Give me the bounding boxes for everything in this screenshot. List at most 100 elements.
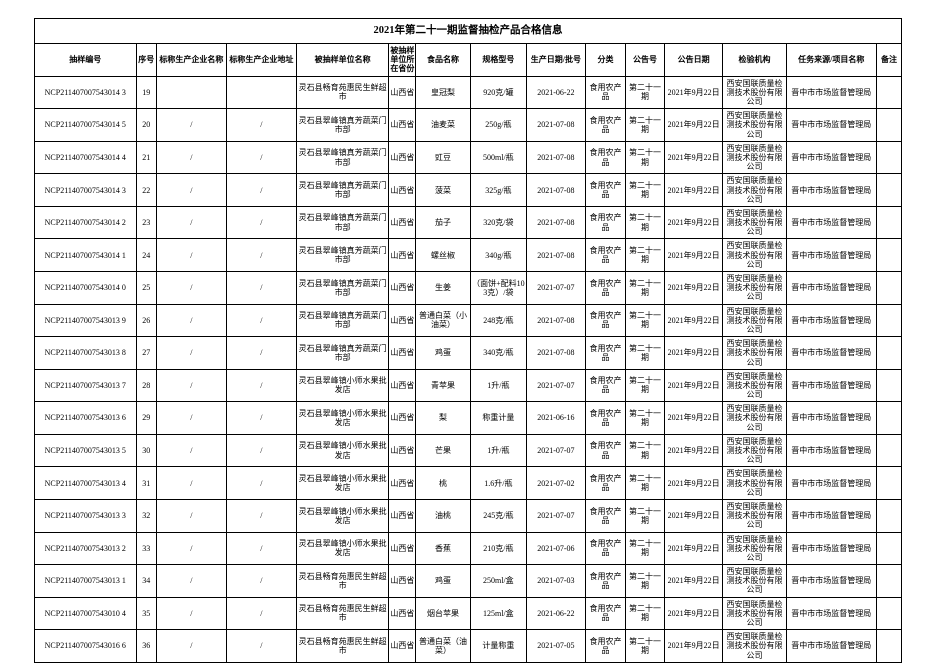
cell-date: 2021-07-02 bbox=[527, 467, 586, 500]
cell-date: 2021-07-06 bbox=[527, 532, 586, 565]
cell-unit: 灵石县翠峰镇小师水果批发店 bbox=[296, 532, 389, 565]
cell-prod: / bbox=[156, 369, 226, 402]
cell-food: 菠菜 bbox=[416, 174, 470, 207]
cell-seq: 25 bbox=[136, 272, 156, 305]
cell-addr: / bbox=[226, 239, 296, 272]
cell-lab: 西安国联质量检测技术股份有限公司 bbox=[723, 141, 786, 174]
cell-date: 2021-07-07 bbox=[527, 369, 586, 402]
cell-spec: （面饼+配料103克）/袋 bbox=[470, 272, 526, 305]
cell-bdate: 2021年9月22日 bbox=[664, 434, 723, 467]
cell-note bbox=[876, 239, 901, 272]
cell-prod: / bbox=[156, 402, 226, 435]
cell-id: NCP211407007543014 2 bbox=[35, 206, 137, 239]
cell-task: 晋中市市场监督管理局 bbox=[786, 499, 876, 532]
cell-lab: 西安国联质量检测技术股份有限公司 bbox=[723, 499, 786, 532]
cell-unit: 灵石县翠峰镇真芳蔬菜门市部 bbox=[296, 206, 389, 239]
cell-id: NCP211407007543014 5 bbox=[35, 109, 137, 142]
cell-cat: 食用农产品 bbox=[585, 304, 626, 337]
cell-bull: 第二十一期 bbox=[626, 109, 664, 142]
col-category: 分类 bbox=[585, 44, 626, 77]
cell-task: 晋中市市场监督管理局 bbox=[786, 402, 876, 435]
cell-task: 晋中市市场监督管理局 bbox=[786, 369, 876, 402]
cell-bdate: 2021年9月22日 bbox=[664, 402, 723, 435]
cell-prod: / bbox=[156, 174, 226, 207]
col-unit: 被抽样单位名称 bbox=[296, 44, 389, 77]
cell-date: 2021-07-08 bbox=[527, 206, 586, 239]
cell-unit: 灵石县畅育苑惠民生鲜超市 bbox=[296, 597, 389, 630]
cell-prov: 山西省 bbox=[389, 239, 416, 272]
cell-prov: 山西省 bbox=[389, 141, 416, 174]
cell-lab: 西安国联质量检测技术股份有限公司 bbox=[723, 402, 786, 435]
cell-lab: 西安国联质量检测技术股份有限公司 bbox=[723, 565, 786, 598]
cell-task: 晋中市市场监督管理局 bbox=[786, 239, 876, 272]
cell-task: 晋中市市场监督管理局 bbox=[786, 597, 876, 630]
cell-bdate: 2021年9月22日 bbox=[664, 239, 723, 272]
cell-task: 晋中市市场监督管理局 bbox=[786, 304, 876, 337]
cell-cat: 食用农产品 bbox=[585, 76, 626, 109]
cell-id: NCP211407007543014 1 bbox=[35, 239, 137, 272]
cell-task: 晋中市市场监督管理局 bbox=[786, 174, 876, 207]
cell-addr: / bbox=[226, 532, 296, 565]
cell-note bbox=[876, 109, 901, 142]
cell-bdate: 2021年9月22日 bbox=[664, 369, 723, 402]
cell-cat: 食用农产品 bbox=[585, 434, 626, 467]
cell-bull: 第二十一期 bbox=[626, 565, 664, 598]
cell-addr bbox=[226, 76, 296, 109]
table-title: 2021年第二十一期监督抽检产品合格信息 bbox=[35, 19, 902, 44]
cell-bull: 第二十一期 bbox=[626, 630, 664, 663]
cell-cat: 食用农产品 bbox=[585, 565, 626, 598]
table-row: NCP211407007543013 431//灵石县翠峰镇小师水果批发店山西省… bbox=[35, 467, 902, 500]
cell-prov: 山西省 bbox=[389, 206, 416, 239]
cell-note bbox=[876, 565, 901, 598]
cell-bull: 第二十一期 bbox=[626, 239, 664, 272]
cell-note bbox=[876, 369, 901, 402]
cell-bull: 第二十一期 bbox=[626, 206, 664, 239]
cell-task: 晋中市市场监督管理局 bbox=[786, 565, 876, 598]
cell-seq: 31 bbox=[136, 467, 156, 500]
table-row: NCP211407007543010 435//灵石县畅育苑惠民生鲜超市山西省烟… bbox=[35, 597, 902, 630]
cell-bdate: 2021年9月22日 bbox=[664, 206, 723, 239]
cell-cat: 食用农产品 bbox=[585, 272, 626, 305]
cell-addr: / bbox=[226, 206, 296, 239]
cell-food: 皇冠梨 bbox=[416, 76, 470, 109]
table-row: NCP211407007543013 728//灵石县翠峰镇小师水果批发店山西省… bbox=[35, 369, 902, 402]
cell-unit: 灵石县畅育苑惠民生鲜超市 bbox=[296, 630, 389, 663]
table-row: NCP211407007543014 322//灵石县翠峰镇真芳蔬菜门市部山西省… bbox=[35, 174, 902, 207]
cell-prov: 山西省 bbox=[389, 597, 416, 630]
cell-unit: 灵石县翠峰镇小师水果批发店 bbox=[296, 369, 389, 402]
cell-seq: 35 bbox=[136, 597, 156, 630]
cell-addr: / bbox=[226, 597, 296, 630]
cell-task: 晋中市市场监督管理局 bbox=[786, 467, 876, 500]
cell-unit: 灵石县翠峰镇真芳蔬菜门市部 bbox=[296, 304, 389, 337]
cell-prod: / bbox=[156, 304, 226, 337]
cell-prod: / bbox=[156, 272, 226, 305]
cell-seq: 19 bbox=[136, 76, 156, 109]
table-row: NCP211407007543014 223//灵石县翠峰镇真芳蔬菜门市部山西省… bbox=[35, 206, 902, 239]
cell-id: NCP211407007543013 7 bbox=[35, 369, 137, 402]
cell-seq: 20 bbox=[136, 109, 156, 142]
cell-bull: 第二十一期 bbox=[626, 532, 664, 565]
cell-lab: 西安国联质量检测技术股份有限公司 bbox=[723, 174, 786, 207]
cell-prov: 山西省 bbox=[389, 272, 416, 305]
cell-food: 生姜 bbox=[416, 272, 470, 305]
cell-id: NCP211407007543010 4 bbox=[35, 597, 137, 630]
cell-lab: 西安国联质量检测技术股份有限公司 bbox=[723, 532, 786, 565]
cell-date: 2021-07-07 bbox=[527, 499, 586, 532]
cell-note bbox=[876, 467, 901, 500]
cell-bull: 第二十一期 bbox=[626, 76, 664, 109]
cell-bull: 第二十一期 bbox=[626, 304, 664, 337]
table-row: NCP211407007543013 134//灵石县畅育苑惠民生鲜超市山西省鸡… bbox=[35, 565, 902, 598]
table-row: NCP211407007543013 629//灵石县翠峰镇小师水果批发店山西省… bbox=[35, 402, 902, 435]
cell-cat: 食用农产品 bbox=[585, 109, 626, 142]
cell-cat: 食用农产品 bbox=[585, 597, 626, 630]
cell-food: 油桃 bbox=[416, 499, 470, 532]
cell-bull: 第二十一期 bbox=[626, 141, 664, 174]
cell-prod: / bbox=[156, 499, 226, 532]
cell-addr: / bbox=[226, 304, 296, 337]
cell-spec: 340克/瓶 bbox=[470, 337, 526, 370]
cell-prod: / bbox=[156, 109, 226, 142]
cell-food: 螺丝椒 bbox=[416, 239, 470, 272]
cell-seq: 21 bbox=[136, 141, 156, 174]
cell-date: 2021-07-07 bbox=[527, 272, 586, 305]
cell-bull: 第二十一期 bbox=[626, 434, 664, 467]
